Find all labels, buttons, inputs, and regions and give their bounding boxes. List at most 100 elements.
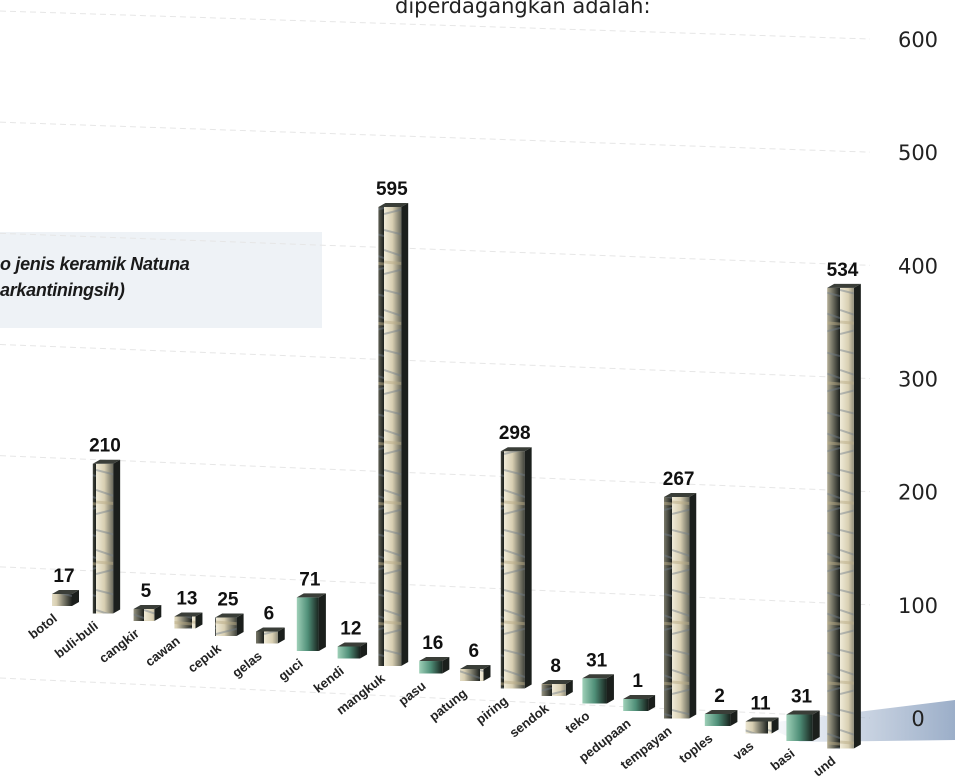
bar-tempayan xyxy=(664,493,697,719)
bar-front xyxy=(296,597,319,651)
bar-top xyxy=(500,447,532,452)
bar-front xyxy=(786,714,813,741)
bar-kendi xyxy=(337,642,368,659)
bar-front xyxy=(500,451,525,689)
bar-top xyxy=(174,612,203,617)
category-label: gelas xyxy=(229,648,264,680)
category-label: guci xyxy=(275,656,305,684)
category-label: buli-buli xyxy=(52,618,101,661)
category-label: cawan xyxy=(142,633,183,669)
bar-side xyxy=(606,674,614,704)
value-label: 5 xyxy=(141,581,152,602)
bar-side xyxy=(442,657,450,674)
caption-box xyxy=(0,232,322,328)
value-label: 25 xyxy=(217,590,239,611)
bar-top xyxy=(704,710,738,714)
bar-side xyxy=(771,717,779,734)
bar-side xyxy=(853,283,861,749)
bar-side xyxy=(565,680,573,696)
caption-line-1: o jenis keramik Natuna xyxy=(0,254,190,274)
value-label: 13 xyxy=(176,589,197,610)
bar-und xyxy=(827,283,861,749)
y-tick-label: 400 xyxy=(898,254,938,278)
gridline xyxy=(0,121,871,153)
category-label: vas xyxy=(730,738,756,763)
bar-front xyxy=(704,714,731,726)
bar-cangkir xyxy=(133,605,162,621)
bar-side xyxy=(730,710,738,726)
bar-toples xyxy=(704,710,738,726)
value-label: 16 xyxy=(422,633,443,654)
y-tick-label: 300 xyxy=(898,368,938,392)
category-label: basi xyxy=(768,746,798,774)
value-label: 11 xyxy=(751,694,772,715)
bar-botol xyxy=(52,590,79,606)
bar-top xyxy=(541,680,573,684)
bar-patung xyxy=(460,665,491,681)
y-tick-label: 0 xyxy=(911,707,924,731)
bar-front xyxy=(827,287,854,749)
bar-guci xyxy=(296,593,326,651)
caption-line-2: arkantiningsih) xyxy=(0,280,125,300)
bar-side xyxy=(277,627,285,644)
gridline xyxy=(0,10,871,40)
category-label: toples xyxy=(676,731,715,766)
bar-side xyxy=(318,593,326,651)
bar-top xyxy=(296,593,326,598)
gridline xyxy=(0,455,871,493)
value-label: 17 xyxy=(53,566,74,587)
category-label: patung xyxy=(426,686,469,725)
bar-top xyxy=(582,674,614,679)
value-label: 1 xyxy=(632,671,643,692)
y-tick-label: 500 xyxy=(898,141,938,165)
bar-gelas xyxy=(256,627,285,644)
value-label: 534 xyxy=(827,260,859,281)
value-label: 8 xyxy=(550,656,561,677)
category-label: sendok xyxy=(506,700,552,740)
bar-top xyxy=(133,605,162,609)
category-label: und xyxy=(810,753,838,780)
bar-side xyxy=(113,459,121,614)
bar-front xyxy=(174,616,196,629)
bar-front xyxy=(337,646,361,659)
y-tick-label: 600 xyxy=(898,28,938,52)
bar-front xyxy=(256,631,278,644)
value-label: 6 xyxy=(468,641,479,662)
bar-top xyxy=(460,665,491,669)
value-label: 2 xyxy=(714,686,725,707)
bar-front xyxy=(92,463,114,614)
gridline xyxy=(0,344,871,379)
bar-top xyxy=(623,695,656,699)
bar-pedupaan xyxy=(623,695,656,711)
bar-side xyxy=(195,612,203,629)
bar-front xyxy=(460,669,484,681)
bar-top xyxy=(827,283,861,288)
bar-vas xyxy=(745,717,779,734)
bar-top xyxy=(337,642,368,647)
bar-side xyxy=(483,665,491,681)
bar-side xyxy=(72,590,79,606)
bar-front xyxy=(664,497,690,719)
bar-side xyxy=(524,447,532,689)
bar-side xyxy=(360,642,368,659)
value-label: 267 xyxy=(663,469,695,490)
bar-front xyxy=(52,594,72,606)
bar-sendok xyxy=(541,680,573,696)
bar-front xyxy=(133,609,155,621)
y-tick-label: 100 xyxy=(898,594,938,618)
bar-cawan xyxy=(174,612,203,629)
bar-side xyxy=(648,695,656,711)
bar-top xyxy=(378,203,409,208)
bar-front xyxy=(378,207,402,666)
value-label: 595 xyxy=(376,179,408,200)
bar-top xyxy=(786,710,820,715)
bar-side xyxy=(236,613,244,636)
bar-basi xyxy=(786,710,820,741)
gridline xyxy=(0,232,871,266)
bar-side xyxy=(401,203,409,666)
value-label: 6 xyxy=(264,604,275,625)
bar-buli-buli xyxy=(92,459,121,614)
value-label: 31 xyxy=(586,650,608,671)
